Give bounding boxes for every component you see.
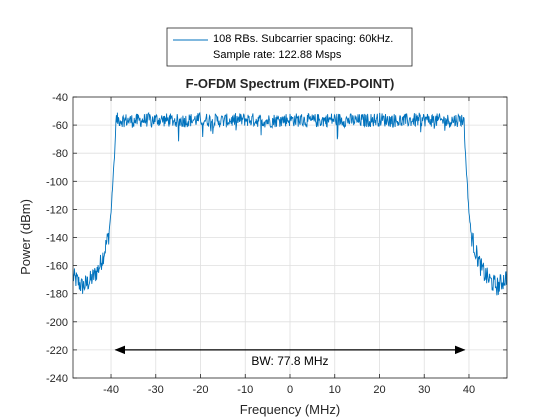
x-axis-label: Frequency (MHz) [240,402,340,417]
y-tick-label: -160 [46,261,68,273]
chart-title: F-OFDM Spectrum (FIXED-POINT) [186,76,395,91]
x-tick-label: -10 [237,384,253,396]
y-tick-label: -220 [46,345,68,357]
y-tick-label: -200 [46,317,68,329]
y-tick-label: -40 [52,92,68,104]
series-line [73,111,507,296]
x-tick-label: -30 [148,384,164,396]
y-tick-label: -120 [46,204,68,216]
x-tick-label: -20 [193,384,209,396]
bandwidth-label: BW: 77.8 MHz [251,354,328,368]
legend-entry-line1: 108 RBs. Subcarrier spacing: 60kHz. [213,33,393,45]
legend: 108 RBs. Subcarrier spacing: 60kHz. Samp… [166,27,413,67]
y-tick-label: -100 [46,176,68,188]
legend-box [166,27,413,67]
y-tick-label: -140 [46,233,68,245]
y-axis-label: Power (dBm) [18,199,33,275]
x-tick-label: 30 [418,384,430,396]
x-tick-label: 0 [287,384,293,396]
y-tick-label: -80 [52,148,68,160]
x-tick-label: 20 [373,384,385,396]
legend-entry-line2: Sample rate: 122.88 Msps [213,49,342,61]
x-tick-label: 10 [329,384,341,396]
y-tick-label: -240 [46,373,68,385]
y-tick-label: -180 [46,289,68,301]
axis-ticks: -40 -30 -20 -10 0 10 20 30 40-40-60-80-100-120-1… [46,92,507,396]
x-tick-label: -40 [103,384,119,396]
x-tick-label: 40 [463,384,475,396]
y-tick-label: -60 [52,120,68,132]
series-group [73,111,507,296]
